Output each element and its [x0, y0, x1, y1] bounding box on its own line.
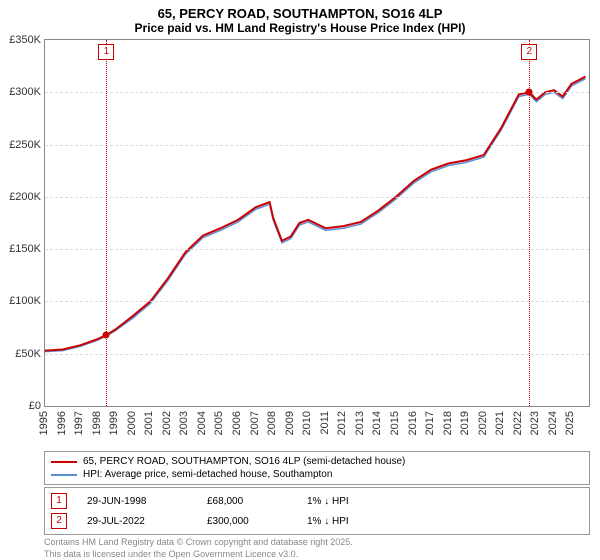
legend-swatch — [51, 474, 77, 476]
x-tick-label: 1996 — [56, 411, 68, 435]
series-hpi — [45, 79, 585, 352]
x-tick-label: 2012 — [336, 411, 348, 435]
x-tick-label: 2023 — [529, 411, 541, 435]
x-tick-label: 2016 — [407, 411, 419, 435]
x-tick-label: 2025 — [564, 411, 576, 435]
legend: 65, PERCY ROAD, SOUTHAMPTON, SO16 4LP (s… — [44, 451, 590, 485]
x-axis-labels: 1995199619971998199920002001200220032004… — [44, 407, 590, 447]
legend-swatch — [51, 461, 77, 463]
event-price: £68,000 — [207, 496, 287, 507]
gridline-h — [45, 301, 589, 302]
x-tick-label: 2013 — [354, 411, 366, 435]
event-diff: 1% ↓ HPI — [307, 496, 387, 507]
event-date: 29-JUL-2022 — [87, 516, 187, 527]
event-price: £300,000 — [207, 516, 287, 527]
y-tick-label: £200K — [9, 191, 41, 203]
event-marker: 1 — [51, 493, 67, 509]
chart-title: 65, PERCY ROAD, SOUTHAMPTON, SO16 4LP — [0, 0, 600, 21]
chart-plot-area: £0£50K£100K£150K£200K£250K£300K£350K12 — [44, 39, 590, 407]
x-tick-label: 2024 — [547, 411, 559, 435]
event-date: 29-JUN-1998 — [87, 496, 187, 507]
x-tick-label: 2022 — [512, 411, 524, 435]
marker-line — [106, 40, 107, 406]
marker-point — [526, 89, 533, 96]
gridline-h — [45, 249, 589, 250]
x-tick-label: 2007 — [249, 411, 261, 435]
y-tick-label: £300K — [9, 86, 41, 98]
x-tick-label: 2001 — [143, 411, 155, 435]
x-tick-label: 2006 — [231, 411, 243, 435]
x-tick-label: 2015 — [389, 411, 401, 435]
y-tick-label: £350K — [9, 34, 41, 46]
event-diff: 1% ↓ HPI — [307, 516, 387, 527]
x-tick-label: 2014 — [371, 411, 383, 435]
attribution: Contains HM Land Registry data © Crown c… — [44, 537, 590, 560]
chart-svg — [45, 40, 589, 406]
marker-label: 2 — [521, 44, 537, 60]
legend-item: 65, PERCY ROAD, SOUTHAMPTON, SO16 4LP (s… — [51, 455, 583, 468]
series-price_paid — [45, 77, 585, 351]
gridline-h — [45, 354, 589, 355]
x-tick-label: 2010 — [301, 411, 313, 435]
attribution-line-2: This data is licensed under the Open Gov… — [44, 549, 590, 560]
legend-item: HPI: Average price, semi-detached house,… — [51, 468, 583, 481]
x-tick-label: 1997 — [73, 411, 85, 435]
x-tick-label: 1995 — [38, 411, 50, 435]
x-tick-label: 2002 — [161, 411, 173, 435]
x-tick-label: 2009 — [284, 411, 296, 435]
gridline-h — [45, 197, 589, 198]
y-tick-label: £150K — [9, 243, 41, 255]
legend-label: 65, PERCY ROAD, SOUTHAMPTON, SO16 4LP (s… — [83, 456, 405, 467]
x-tick-label: 2011 — [319, 411, 331, 435]
event-row: 1 29-JUN-1998 £68,000 1% ↓ HPI — [51, 491, 583, 511]
x-tick-label: 1999 — [108, 411, 120, 435]
marker-point — [103, 331, 110, 338]
chart-subtitle: Price paid vs. HM Land Registry's House … — [0, 21, 600, 39]
y-tick-label: £100K — [9, 295, 41, 307]
x-tick-label: 2004 — [196, 411, 208, 435]
marker-label: 1 — [98, 44, 114, 60]
y-tick-label: £250K — [9, 139, 41, 151]
x-tick-label: 2020 — [477, 411, 489, 435]
gridline-h — [45, 145, 589, 146]
x-tick-label: 1998 — [91, 411, 103, 435]
gridline-h — [45, 92, 589, 93]
events-table: 1 29-JUN-1998 £68,000 1% ↓ HPI 2 29-JUL-2022 £… — [44, 487, 590, 535]
x-tick-label: 2000 — [126, 411, 138, 435]
x-tick-label: 2003 — [178, 411, 190, 435]
attribution-line-1: Contains HM Land Registry data © Crown c… — [44, 537, 590, 549]
x-tick-label: 2019 — [459, 411, 471, 435]
x-tick-label: 2021 — [494, 411, 506, 435]
x-tick-label: 2017 — [424, 411, 436, 435]
event-row: 2 29-JUL-2022 £300,000 1% ↓ HPI — [51, 511, 583, 531]
x-tick-label: 2005 — [213, 411, 225, 435]
y-tick-label: £50K — [15, 348, 41, 360]
x-tick-label: 2018 — [442, 411, 454, 435]
event-marker: 2 — [51, 513, 67, 529]
legend-label: HPI: Average price, semi-detached house,… — [83, 469, 332, 480]
x-tick-label: 2008 — [266, 411, 278, 435]
